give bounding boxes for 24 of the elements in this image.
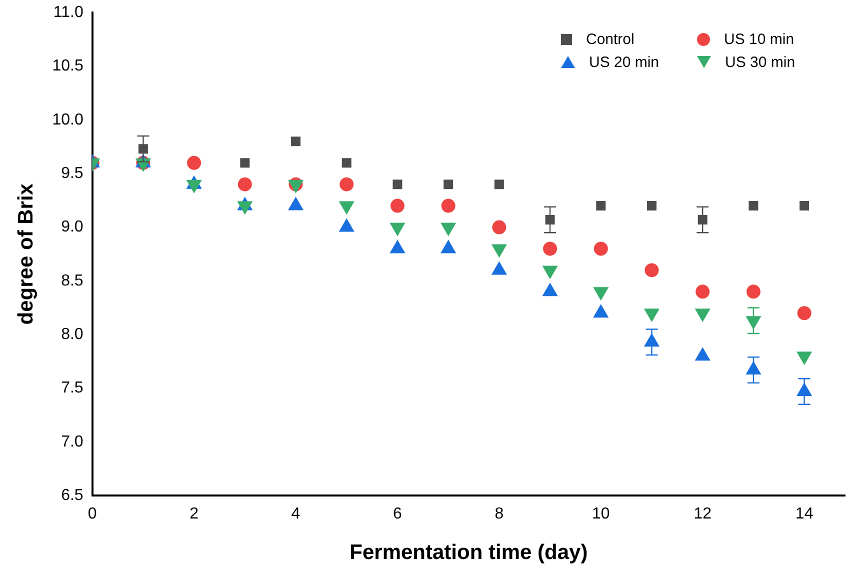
x-tick-label: 4 xyxy=(291,506,300,523)
x-tick-label: 8 xyxy=(494,506,504,523)
x-tick-label: 12 xyxy=(694,506,712,523)
y-tick-label: 8.0 xyxy=(61,326,84,344)
x-axis-title: Fermentation time (day) xyxy=(350,541,588,564)
x-tick-label: 2 xyxy=(190,506,199,523)
y-tick-label: 7.0 xyxy=(61,433,84,450)
legend-label: US 10 min xyxy=(724,30,794,48)
y-tick-label: 10.0 xyxy=(52,111,84,128)
x-tick-label: 10 xyxy=(592,506,610,523)
y-tick-label: 10.5 xyxy=(52,58,84,75)
y-tick-label: 6.5 xyxy=(61,487,84,504)
legend-label: US 30 min xyxy=(725,54,796,71)
y-tick-label: 7.5 xyxy=(61,380,84,397)
legend-label: Control xyxy=(586,30,634,48)
x-tick-label: 14 xyxy=(795,506,814,523)
legend-label: US 20 min xyxy=(589,54,660,71)
x-tick-label: 6 xyxy=(393,506,402,523)
y-tick-label: 8.5 xyxy=(61,272,84,290)
y-tick-label: 11.0 xyxy=(53,4,84,22)
x-tick-label: 0 xyxy=(88,506,97,523)
y-tick-label: 9.5 xyxy=(61,165,84,182)
y-tick-label: 9.0 xyxy=(61,218,84,236)
y-axis-title: degree of Brix xyxy=(14,183,38,325)
